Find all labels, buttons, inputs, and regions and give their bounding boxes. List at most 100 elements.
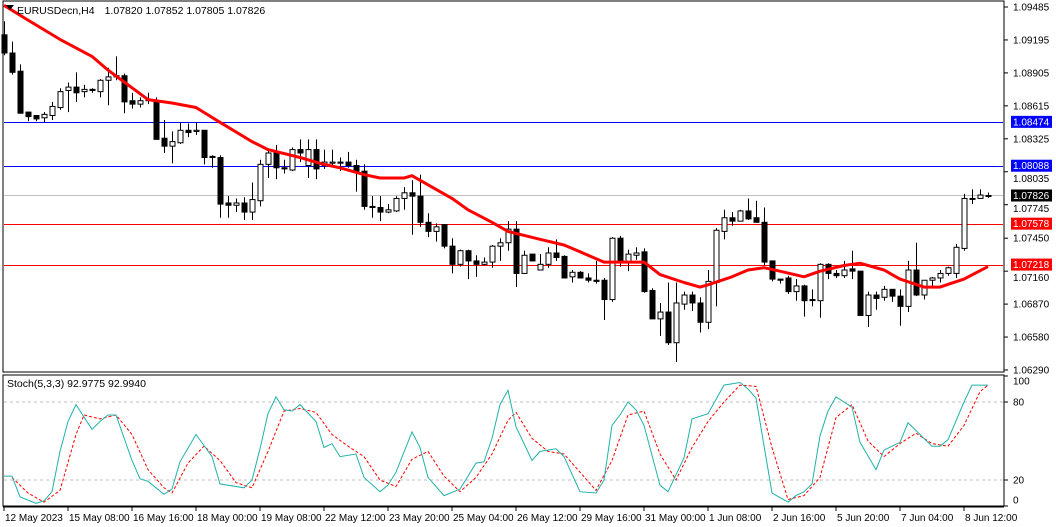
time-tick-label: 26 May 12:00 xyxy=(517,513,578,524)
candle-body-bull xyxy=(817,263,824,302)
candle-body-bear xyxy=(353,164,360,172)
candle-body-bear xyxy=(745,210,752,220)
candle xyxy=(201,129,208,165)
candles xyxy=(1,21,992,363)
candle-body-bear xyxy=(73,86,80,94)
candle xyxy=(81,84,88,98)
price-tick-label: 1.08905 xyxy=(1013,68,1050,79)
price-tick-label: 1.07745 xyxy=(1013,204,1050,215)
time-tick-label: 25 May 04:00 xyxy=(453,513,514,524)
candle xyxy=(873,291,880,310)
candle xyxy=(329,149,336,167)
candle-body-bear xyxy=(529,253,536,262)
candle-body-bull xyxy=(633,252,640,256)
candle xyxy=(729,212,736,226)
candle xyxy=(705,270,712,330)
candle-body-bull xyxy=(481,261,488,265)
price-tick-label: 1.07450 xyxy=(1013,234,1050,245)
candle-body-bull xyxy=(985,194,992,197)
candle xyxy=(473,255,480,277)
triangle-down-icon[interactable] xyxy=(6,5,14,10)
candle xyxy=(657,302,664,336)
candle-body-bear xyxy=(617,237,624,263)
level-tag xyxy=(1011,217,1052,230)
time-tick-label: 23 May 20:00 xyxy=(389,513,450,524)
candle-body-bear xyxy=(161,137,168,147)
symbol-header: EURUSDecn,H4 1.07820 1.07852 1.07805 1.0… xyxy=(6,5,265,17)
candle-body-bear xyxy=(281,167,288,170)
candle-body-bull xyxy=(537,263,544,271)
candle-body-bull xyxy=(41,113,48,119)
candle xyxy=(449,238,456,274)
candle xyxy=(529,253,536,262)
price-tick-label: 1.07160 xyxy=(1013,273,1050,284)
candle-body-bull xyxy=(961,197,968,249)
stoch-tick-label: 0 xyxy=(1013,496,1019,507)
candle-body-bull xyxy=(97,79,104,93)
candle-body-bear xyxy=(425,221,432,232)
horizontal-levels xyxy=(4,122,1003,266)
candle xyxy=(521,250,528,274)
price-tick-label: 1.08325 xyxy=(1013,134,1050,145)
candle xyxy=(465,249,472,280)
candle-body-bull xyxy=(713,229,720,284)
candle xyxy=(945,266,952,276)
candle-body-bear xyxy=(241,202,248,213)
candle-body-bull xyxy=(497,242,504,247)
candle-body-bear xyxy=(889,288,896,297)
candle-body-bull xyxy=(489,245,496,263)
candle-body-bull xyxy=(49,105,56,117)
candle xyxy=(585,273,592,283)
candle xyxy=(73,72,80,102)
time-tick-label: 22 May 12:00 xyxy=(325,513,386,524)
candle xyxy=(841,260,848,278)
candle xyxy=(425,213,432,238)
candle-body-bear xyxy=(561,255,568,279)
candle xyxy=(897,289,904,326)
candle-body-bear xyxy=(297,149,304,154)
candle xyxy=(257,159,264,207)
time-tick-label: 8 Jun 12:00 xyxy=(965,513,1018,524)
candle-body-bull xyxy=(433,226,440,232)
price-panel[interactable]: EURUSDecn,H4 1.07820 1.07852 1.07805 1.0… xyxy=(1,0,1005,373)
candle-body-bear xyxy=(585,277,592,281)
candle xyxy=(601,277,608,321)
candle-body-bear xyxy=(1,34,8,54)
candle xyxy=(753,200,760,223)
candle-body-bear xyxy=(553,252,560,259)
candle-body-bull xyxy=(233,202,240,206)
time-axis: 12 May 2023 15 May 08:00 16 May 16:00 18 Ma… xyxy=(3,506,1018,524)
candle xyxy=(33,115,40,122)
candle-body-bear xyxy=(473,260,480,265)
candle-body-bear xyxy=(25,111,32,118)
level-price-tags: 1.08474 1.08088 1.07826 1.07578 1.07218 xyxy=(1011,115,1052,271)
candle-body-bull xyxy=(737,210,744,222)
stoch-signal-line xyxy=(11,384,989,503)
candle-body-bull xyxy=(865,294,872,316)
candle-body-bull xyxy=(905,269,912,307)
candle xyxy=(457,249,464,267)
candle-body-bear xyxy=(785,277,792,293)
stoch-main-line xyxy=(4,381,988,504)
candle-body-bear xyxy=(849,268,856,272)
candle xyxy=(217,155,224,218)
candle xyxy=(401,187,408,210)
candle-body-bear xyxy=(593,279,600,282)
candle-body-bear xyxy=(201,129,208,159)
candle xyxy=(969,189,976,205)
candle-body-bear xyxy=(217,157,224,205)
candle-body-bull xyxy=(457,250,464,265)
candle xyxy=(561,255,568,279)
candle-body-bear xyxy=(857,270,864,316)
candle xyxy=(953,243,960,278)
candle xyxy=(641,248,648,293)
candle xyxy=(25,111,32,122)
candle xyxy=(17,64,24,114)
candle xyxy=(961,193,968,251)
candle xyxy=(721,209,728,240)
candle xyxy=(889,288,896,302)
candle-body-bear xyxy=(641,251,648,293)
candle-body-bull xyxy=(65,86,72,92)
